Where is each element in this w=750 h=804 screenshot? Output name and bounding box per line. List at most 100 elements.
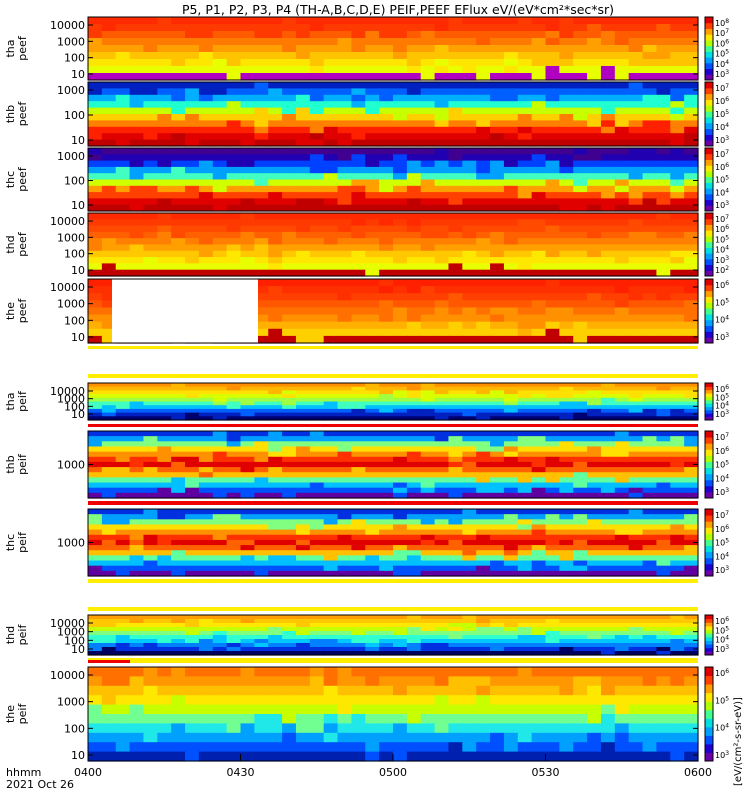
colorbar-frame	[704, 666, 714, 762]
spectrogram-cell	[490, 492, 505, 499]
spectrogram-cell	[254, 560, 269, 567]
spectrogram-cell	[490, 160, 505, 168]
spectrogram-cell	[600, 383, 616, 388]
spectrogram-cell	[198, 73, 214, 81]
spectrogram-cell	[129, 31, 145, 39]
spectrogram-cell	[295, 94, 311, 102]
spectrogram-cell	[642, 179, 658, 187]
spectrogram-cell	[88, 529, 103, 536]
spectrogram-cell	[101, 133, 117, 141]
spectrogram-cell	[545, 73, 560, 81]
spectrogram-cell	[198, 441, 214, 448]
spectrogram-cell	[545, 405, 560, 410]
spectrogram-cell	[185, 185, 200, 193]
spectrogram-cell	[115, 17, 131, 25]
spectrogram-cell	[517, 685, 533, 696]
spectrogram-cell	[434, 394, 450, 399]
spectrogram-cell	[309, 623, 325, 628]
spectrogram-cell	[448, 59, 463, 67]
spectrogram-cell	[88, 560, 103, 567]
spectrogram-cell	[226, 185, 242, 193]
colorbar-segment	[705, 205, 713, 212]
spectrogram-cell	[420, 293, 436, 301]
spectrogram-cell	[185, 401, 200, 406]
spectrogram-cell	[476, 635, 491, 640]
spectrogram-cell	[656, 321, 671, 330]
spectrogram-cell	[490, 94, 505, 102]
spectrogram-cell	[115, 647, 131, 652]
spectrogram-cell	[434, 126, 450, 134]
spectrogram-cell	[614, 335, 630, 344]
spectrogram-cell	[670, 676, 685, 687]
spectrogram-cell	[282, 524, 297, 531]
spectrogram-cell	[365, 328, 380, 337]
spectrogram-cell	[476, 386, 491, 391]
spectrogram-cell	[115, 66, 131, 74]
spectrogram-cell	[268, 101, 283, 109]
spectrogram-cell	[129, 631, 145, 636]
spectrogram-cell	[295, 446, 311, 453]
spectrogram-cell	[434, 166, 450, 174]
spectrogram-cell	[226, 416, 242, 421]
spectrogram-cell	[171, 52, 186, 60]
spectrogram-cell	[212, 723, 228, 734]
spectrogram-cell	[670, 416, 685, 421]
spectrogram-cell	[212, 126, 228, 134]
spectrogram-cell	[600, 314, 616, 323]
spectrogram-cell	[323, 647, 339, 652]
spectrogram-cell	[448, 148, 463, 155]
spectrogram-cell	[268, 732, 283, 743]
spectrogram-cell	[351, 436, 366, 442]
spectrogram-cell	[448, 213, 463, 220]
spectrogram-cell	[476, 742, 491, 753]
colorbar-segment	[705, 224, 713, 231]
y-tick-label: 100	[64, 634, 85, 647]
spectrogram-cell	[101, 45, 117, 53]
spectrogram-cell	[337, 173, 353, 181]
spectrogram-cell	[406, 751, 422, 762]
spectrogram-cell	[268, 555, 283, 562]
spectrogram-cell	[503, 307, 519, 316]
spectrogram-cell	[393, 509, 408, 515]
spectrogram-cell	[490, 148, 505, 155]
spectrogram-cell	[628, 24, 644, 32]
spectrogram-cell	[476, 148, 491, 155]
spectrogram-cell	[614, 126, 630, 134]
spectrogram-cell	[628, 66, 644, 74]
colorbar-segment	[705, 551, 713, 559]
spectrogram-cell	[101, 509, 117, 515]
colorbar-frame	[704, 212, 714, 277]
spectrogram-cell	[448, 269, 463, 277]
spectrogram-cell	[212, 446, 228, 453]
spectrogram-cell	[503, 732, 519, 743]
spectrogram-cell	[254, 647, 269, 652]
spectrogram-cell	[559, 461, 574, 468]
spectrogram-cell	[115, 732, 131, 743]
spectrogram-cell	[171, 114, 186, 121]
spectrogram-cell	[365, 472, 380, 478]
spectrogram-cell	[212, 185, 228, 193]
spectrogram-cell	[573, 446, 588, 453]
spectrogram-cell	[365, 529, 380, 536]
spectrogram-cell	[88, 514, 103, 520]
spectrogram-cell	[295, 555, 311, 562]
spectrogram-cell	[490, 436, 505, 442]
spectrogram-cell	[268, 408, 283, 414]
spectrogram-cell	[198, 250, 214, 258]
spectrogram-cell	[309, 166, 325, 174]
y-tick-label: 100	[64, 109, 85, 122]
spectrogram-cell	[587, 619, 602, 624]
spectrogram-cell	[545, 751, 560, 762]
colorbar-segment	[705, 105, 713, 112]
spectrogram-cell	[434, 198, 450, 206]
spectrogram-cell	[240, 394, 255, 399]
spectrogram-cell	[559, 565, 574, 572]
spectrogram-cell	[323, 328, 339, 337]
spectrogram-cell	[282, 219, 297, 227]
spectrogram-cell	[268, 238, 283, 246]
spectrogram-cell	[614, 160, 630, 168]
spectrogram-cell	[545, 742, 560, 753]
spectrogram-cell	[88, 120, 103, 128]
spectrogram-cell	[628, 231, 644, 239]
spectrogram-cell	[129, 213, 145, 220]
